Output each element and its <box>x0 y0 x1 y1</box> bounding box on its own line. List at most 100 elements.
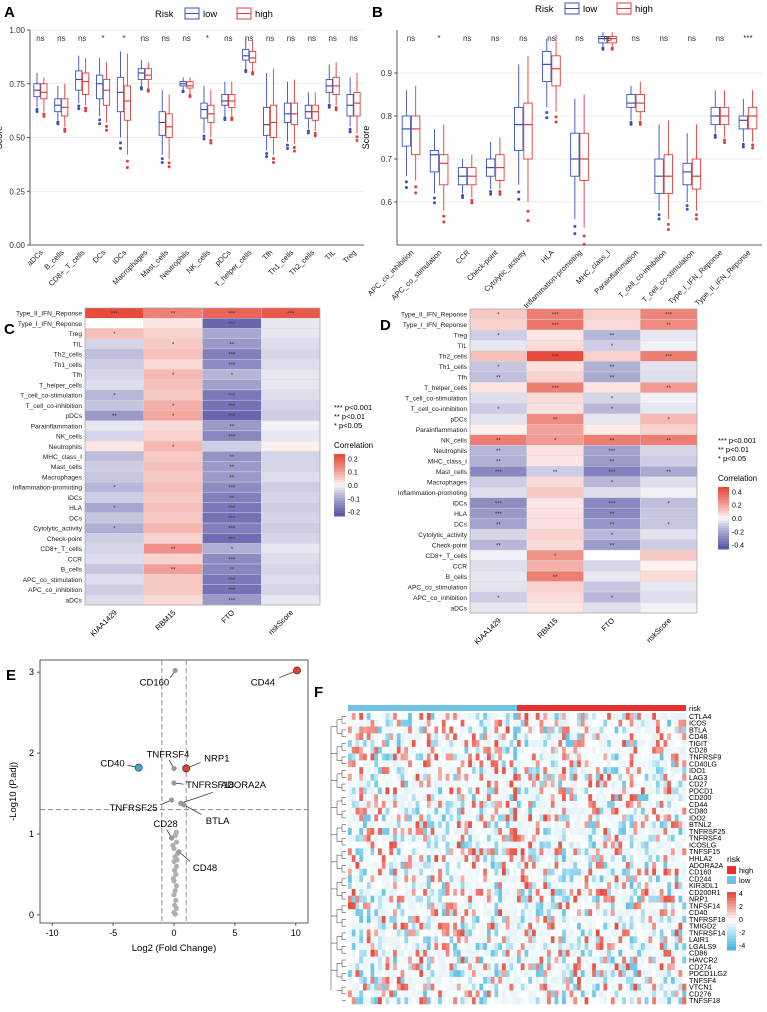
expression-cell <box>517 746 522 754</box>
scale-swatch <box>727 906 736 910</box>
expression-cell <box>577 780 582 788</box>
expression-cell <box>554 800 559 809</box>
expression-cell <box>471 726 476 734</box>
expression-cell <box>595 963 600 971</box>
expression-cell <box>520 760 525 768</box>
expression-cell <box>468 719 473 727</box>
expression-cell <box>370 929 375 937</box>
expression-cell <box>667 800 672 809</box>
outlier-high <box>209 138 213 142</box>
heatmap-cell <box>261 399 321 411</box>
expression-cell <box>550 719 555 727</box>
expression-cell <box>411 936 416 944</box>
expression-cell <box>520 841 525 849</box>
expression-cell <box>588 746 593 754</box>
expression-cell <box>385 902 390 910</box>
color-legend-swatch <box>718 530 729 534</box>
expression-cell <box>468 949 473 957</box>
expression-cell <box>517 841 522 849</box>
scale-swatch <box>727 923 736 928</box>
expression-cell <box>610 733 615 741</box>
expression-cell <box>535 868 540 876</box>
expression-cell <box>355 773 360 781</box>
expression-cell <box>385 936 390 944</box>
expression-cell <box>625 943 630 951</box>
expression-cell <box>517 780 522 788</box>
expression-cell <box>509 800 514 809</box>
expression-cell <box>592 719 597 727</box>
expression-cell <box>363 983 368 991</box>
gene-label: ICOS <box>689 719 707 728</box>
outlier-low <box>489 192 493 196</box>
expression-cell <box>532 753 537 761</box>
expression-cell <box>441 780 446 788</box>
expression-cell <box>453 726 458 734</box>
expression-cell <box>520 875 525 883</box>
expression-cell <box>494 861 499 869</box>
expression-cell <box>565 760 570 768</box>
expression-cell <box>351 990 356 998</box>
expression-cell <box>633 800 638 809</box>
expression-cell <box>607 916 612 924</box>
expression-cell <box>603 895 608 903</box>
expression-cell <box>475 794 480 802</box>
heatmap-cell <box>526 507 584 519</box>
expression-cell <box>562 814 567 822</box>
expression-cell <box>498 800 503 809</box>
row-label: Macrophages <box>42 474 83 481</box>
expression-cell <box>535 997 540 1005</box>
expression-cell <box>625 997 630 1005</box>
expression-cell <box>539 746 544 754</box>
legend-label-high: high <box>255 9 273 20</box>
outlier-high <box>230 118 234 122</box>
expression-cell <box>610 713 615 721</box>
expression-cell <box>520 848 525 856</box>
expression-cell <box>640 963 645 971</box>
expression-cell <box>520 963 525 971</box>
expression-cell <box>400 990 405 998</box>
expression-cell <box>592 773 597 781</box>
expression-cell <box>441 794 446 802</box>
panel-f-expression-heatmap: riskCTLA4ICOSBTLACD48TIGITCD28TNFRSF9CD4… <box>330 704 753 1005</box>
expression-cell <box>539 753 544 761</box>
expression-cell <box>588 922 593 930</box>
expression-cell <box>535 902 540 910</box>
outlier-high <box>84 106 88 110</box>
expression-cell <box>599 800 604 809</box>
expression-cell <box>599 929 604 937</box>
expression-cell <box>528 855 533 863</box>
gene-label: HHLA2 <box>689 854 712 863</box>
expression-cell <box>468 956 473 964</box>
heatmap-cell <box>143 420 203 432</box>
expression-cell <box>532 800 537 809</box>
expression-cell <box>517 726 522 734</box>
expression-cell <box>565 868 570 876</box>
expression-cell <box>460 949 465 957</box>
expression-cell <box>637 943 642 951</box>
expression-cell <box>494 848 499 856</box>
expression-cell <box>663 773 668 781</box>
expression-cell <box>385 990 390 998</box>
significance-label: * <box>122 34 125 43</box>
expression-cell <box>400 956 405 964</box>
scale-swatch <box>727 932 736 936</box>
expression-cell <box>359 834 364 842</box>
x-tick-label: -5 <box>109 928 117 938</box>
heatmap-cell <box>143 461 203 473</box>
expression-cell <box>468 767 473 775</box>
expression-cell <box>644 983 649 991</box>
expression-cell <box>400 807 405 815</box>
expression-cell <box>565 834 570 842</box>
expression-cell <box>445 895 450 903</box>
expression-cell <box>460 855 465 863</box>
expression-cell <box>385 794 390 802</box>
expression-cell <box>588 929 593 937</box>
expression-cell <box>505 902 510 910</box>
expression-cell <box>513 760 518 768</box>
expression-cell <box>610 753 615 761</box>
outlier-low <box>657 217 661 221</box>
expression-cell <box>569 834 574 842</box>
expression-cell <box>404 821 409 829</box>
expression-cell <box>441 848 446 856</box>
expression-cell <box>655 976 661 984</box>
